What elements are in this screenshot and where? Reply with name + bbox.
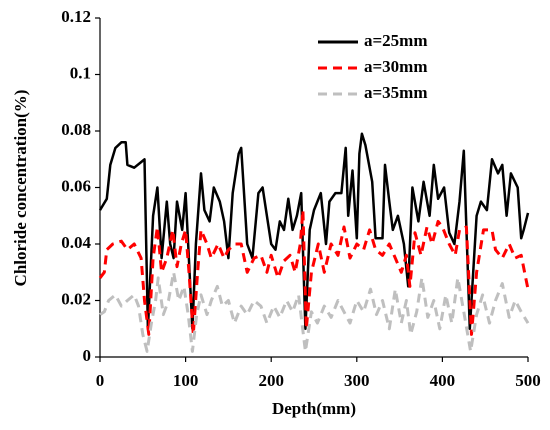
y-tick-label: 0.06 [61,176,91,195]
y-tick-label: 0 [83,346,92,365]
x-tick-label: 0 [96,371,105,390]
y-tick-label: 0.02 [61,289,91,308]
series-line [99,270,530,353]
y-tick-label: 0.04 [61,233,91,252]
y-tick-label: 0.08 [61,120,91,139]
legend-label: a=35mm [364,83,428,102]
x-tick-label: 500 [515,371,541,390]
x-tick-label: 100 [173,371,199,390]
y-tick-label: 0.12 [61,7,91,26]
x-tick-label: 300 [344,371,370,390]
series-line [98,132,530,331]
legend-label: a=25mm [364,31,428,50]
x-tick-label: 400 [430,371,456,390]
y-tick-label: 0.1 [70,63,91,82]
x-axis-title: Depth(mm) [272,399,356,418]
legend-label: a=30mm [364,57,428,76]
x-tick-label: 200 [258,371,284,390]
y-axis-title: Chloride concentration(%) [11,90,30,287]
